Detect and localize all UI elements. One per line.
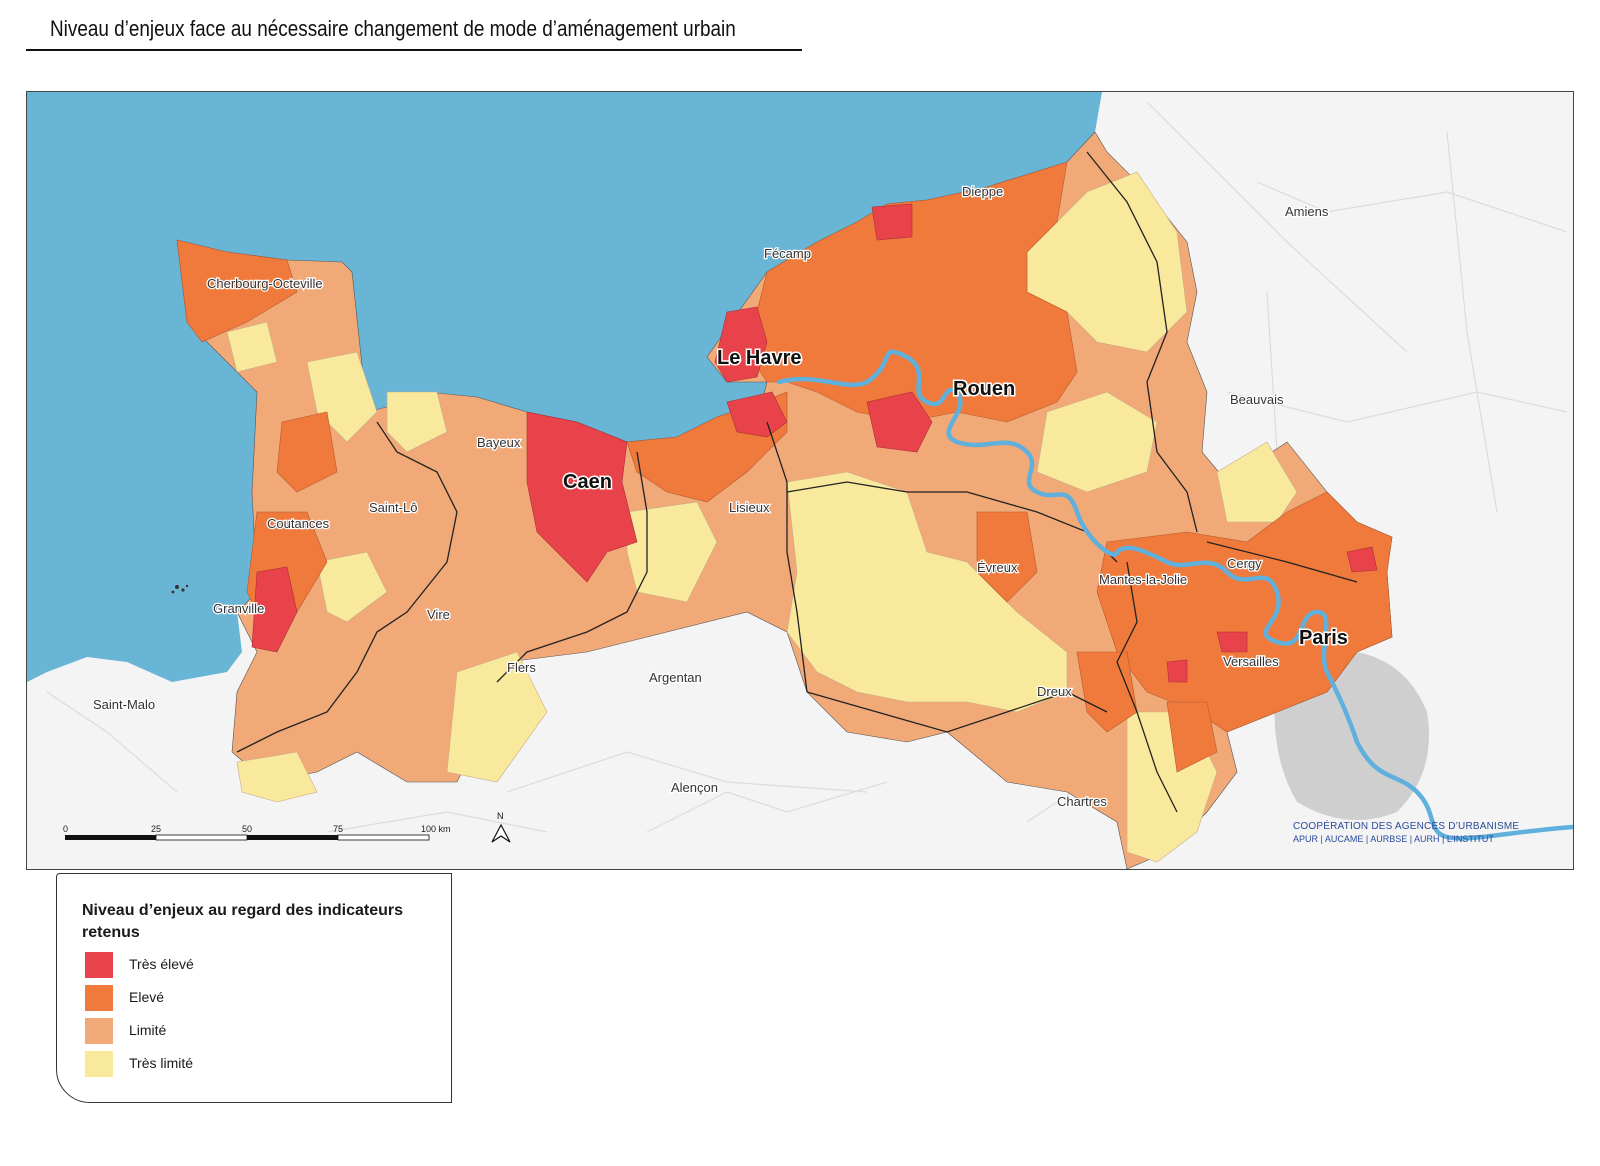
legend-panel: Niveau d’enjeux au regard des indicateur… <box>56 873 452 1103</box>
title-underline <box>26 49 802 51</box>
map-frame[interactable]: Le Havre Rouen Caen Paris Cherbourg-Octe… <box>26 91 1574 870</box>
label-paris: Paris <box>1299 627 1348 649</box>
label-flers: Flers <box>507 660 536 675</box>
north-letter: N <box>497 811 504 821</box>
department-boundaries <box>236 151 1358 813</box>
label-granville: Granville <box>213 601 264 616</box>
zone-high-rambouillet[interactable] <box>1166 701 1218 773</box>
zone-very-high-estuary[interactable] <box>726 391 788 438</box>
zone-very-high-cergy-east[interactable] <box>1346 546 1378 573</box>
label-chartres: Chartres <box>1057 794 1107 809</box>
zone-high-saint-sauveur[interactable] <box>276 411 338 493</box>
zone-high-cherbourg[interactable] <box>176 239 298 343</box>
road-network <box>46 101 1568 833</box>
zones-high[interactable] <box>176 161 1393 773</box>
label-lisieux: Lisieux <box>729 500 770 515</box>
label-fecamp: Fécamp <box>764 246 811 261</box>
scale-tick-0: 0 <box>63 824 68 834</box>
label-rouen: Rouen <box>953 378 1015 400</box>
label-argentan: Argentan <box>649 670 702 685</box>
zone-very-high-caen[interactable] <box>526 411 638 583</box>
credit-line-1: COOPÉRATION DES AGENCES D’URBANISME <box>1293 821 1520 832</box>
north-arrow-icon: N <box>491 811 511 843</box>
zone-very-high-le-havre[interactable] <box>714 306 768 383</box>
boundary-calvados-orne <box>496 451 648 683</box>
zone-high-houdan[interactable] <box>1076 651 1138 733</box>
zone-very-high-rouen-south[interactable] <box>866 391 933 453</box>
legend-label-very-limited: Très limité <box>129 1055 194 1071</box>
zone-very-high-rambouillet-town[interactable] <box>1166 659 1188 683</box>
label-saint-lo: Saint-Lô <box>369 500 417 515</box>
label-dieppe: Dieppe <box>962 184 1003 199</box>
zone-very-limited-oise[interactable] <box>1216 441 1298 523</box>
map-canvas[interactable]: Le Havre Rouen Caen Paris Cherbourg-Octe… <box>27 92 1573 869</box>
zones-very-high[interactable] <box>251 203 1378 683</box>
label-dreux: Dreux <box>1037 684 1072 699</box>
legend-swatch-high <box>85 985 113 1011</box>
label-mantes: Mantes-la-Jolie <box>1099 572 1187 587</box>
boundary-val-doise <box>1206 541 1358 583</box>
label-bayeux: Bayeux <box>477 435 521 450</box>
scale-tick-75: 75 <box>333 824 343 834</box>
legend-label-high: Elevé <box>129 989 165 1005</box>
boundary-calvados-eure <box>766 421 808 693</box>
legend-label-very-high: Très élevé <box>129 956 194 972</box>
label-cherbourg: Cherbourg-Octeville <box>207 276 323 291</box>
legend-swatch-very-high <box>85 952 113 978</box>
legend-swatch-limited <box>85 1018 113 1044</box>
label-cergy: Cergy <box>1227 556 1262 571</box>
boundary-eure-yvelines <box>1116 561 1178 813</box>
label-alencon: Alençon <box>671 780 718 795</box>
sea <box>27 92 1102 682</box>
label-vire: Vire <box>427 607 450 622</box>
legend-title: Niveau d’enjeux au regard des indicateur… <box>82 902 403 941</box>
zone-very-limited-manche[interactable] <box>316 551 388 623</box>
boundary-seine-maritime-somme <box>1086 151 1198 533</box>
boundary-manche-calvados <box>236 421 458 753</box>
boundary-orne-eure-et-loir <box>806 691 1108 733</box>
zone-very-high-granville[interactable] <box>251 566 298 653</box>
label-evreux: Évreux <box>977 560 1018 575</box>
seine-river <box>776 349 1573 841</box>
label-coutances: Coutances <box>267 516 330 531</box>
scale-tick-25: 25 <box>151 824 161 834</box>
label-saint-malo: Saint-Malo <box>93 697 155 712</box>
page-title: Niveau d’enjeux face au nécessaire chang… <box>50 16 736 41</box>
chausey-islands <box>171 584 189 594</box>
legend-label-limited: Limité <box>129 1022 167 1038</box>
legend-swatch-very-limited <box>85 1051 113 1077</box>
zone-very-high-versailles[interactable] <box>1216 631 1248 653</box>
zone-high-evreux[interactable] <box>976 511 1038 603</box>
zone-very-limited-vexin[interactable] <box>1036 391 1158 493</box>
zone-very-limited-passais[interactable] <box>446 651 548 783</box>
label-caen: Caen <box>563 471 612 493</box>
credit-line-2: APUR | AUCAME | AURBSE | AURH | L’INSTIT… <box>1293 834 1494 844</box>
zone-very-limited-mortain[interactable] <box>236 751 318 803</box>
scale-tick-50: 50 <box>242 824 252 834</box>
label-beauvais: Beauvais <box>1230 392 1284 407</box>
zone-very-high-dieppe-area[interactable] <box>871 203 913 241</box>
place-labels: Le Havre Rouen Caen Paris Cherbourg-Octe… <box>92 183 1350 811</box>
scale-bar: 0 25 50 75 100 km N <box>63 811 511 843</box>
zone-very-limited-bessin[interactable] <box>386 391 448 453</box>
label-versailles: Versailles <box>1223 654 1279 669</box>
label-le-havre: Le Havre <box>717 347 802 369</box>
zone-very-limited-hague[interactable] <box>226 321 278 373</box>
scale-tick-100: 100 km <box>421 824 451 834</box>
label-amiens: Amiens <box>1285 204 1329 219</box>
zone-very-limited-pays-auge[interactable] <box>626 501 718 603</box>
